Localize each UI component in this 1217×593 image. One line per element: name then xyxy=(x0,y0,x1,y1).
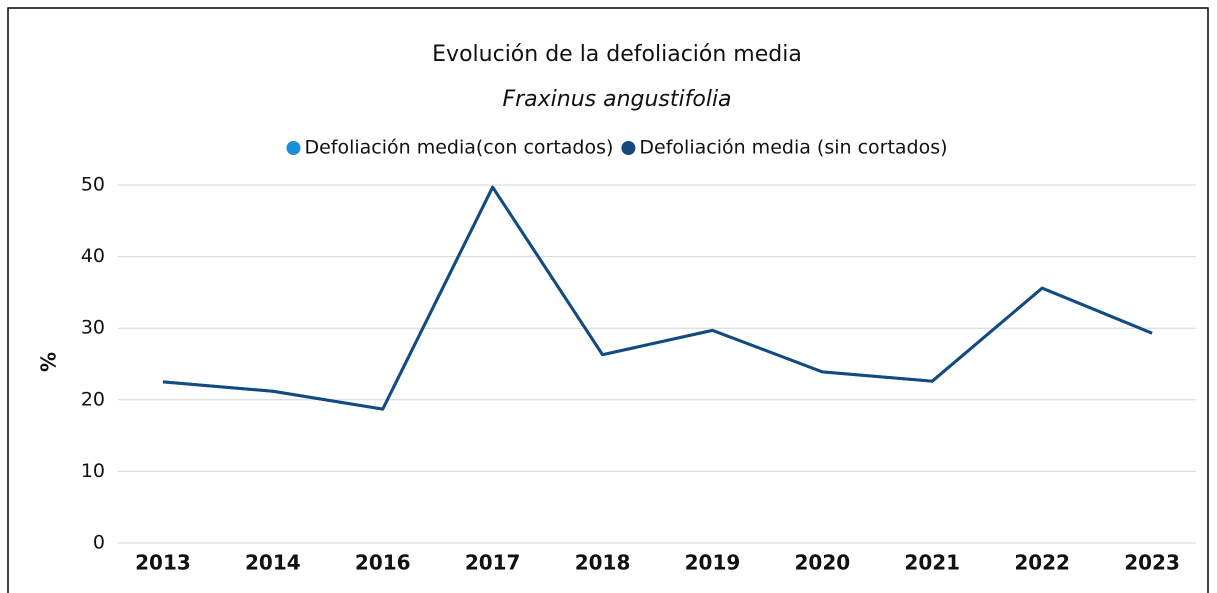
legend-marker xyxy=(286,141,301,155)
x-tick-label: 2016 xyxy=(355,551,411,575)
data-line xyxy=(162,185,1153,411)
x-tick-label: 2014 xyxy=(245,551,301,575)
legend-marker xyxy=(621,141,636,155)
x-tick-label: 2023 xyxy=(1124,551,1180,575)
chart-subtitle: Fraxinus angustifolia xyxy=(502,87,731,112)
legend-label: Defoliación media(con cortados) xyxy=(304,137,613,159)
data-line xyxy=(162,185,1153,411)
x-tick-label: 2021 xyxy=(904,551,960,575)
y-tick-label: 10 xyxy=(81,460,105,482)
x-tick-label: 2013 xyxy=(135,551,191,575)
x-tick-label: 2022 xyxy=(1014,551,1070,575)
chart-frame xyxy=(7,7,1209,593)
y-tick-label: 50 xyxy=(81,174,105,196)
y-tick-label: 30 xyxy=(81,317,105,339)
y-tick-label: 0 xyxy=(93,532,105,554)
legend-label: Defoliación media (sin cortados) xyxy=(639,137,947,159)
x-tick-label: 2020 xyxy=(795,551,851,575)
y-tick-label: 40 xyxy=(81,245,105,267)
chart-title: Evolución de la defoliación media xyxy=(432,42,802,67)
x-tick-label: 2019 xyxy=(685,551,741,575)
x-tick-label: 2018 xyxy=(575,551,631,575)
x-tick-label: 2017 xyxy=(465,551,521,575)
y-tick-label: 20 xyxy=(81,388,105,410)
y-axis-label: % xyxy=(37,352,61,372)
